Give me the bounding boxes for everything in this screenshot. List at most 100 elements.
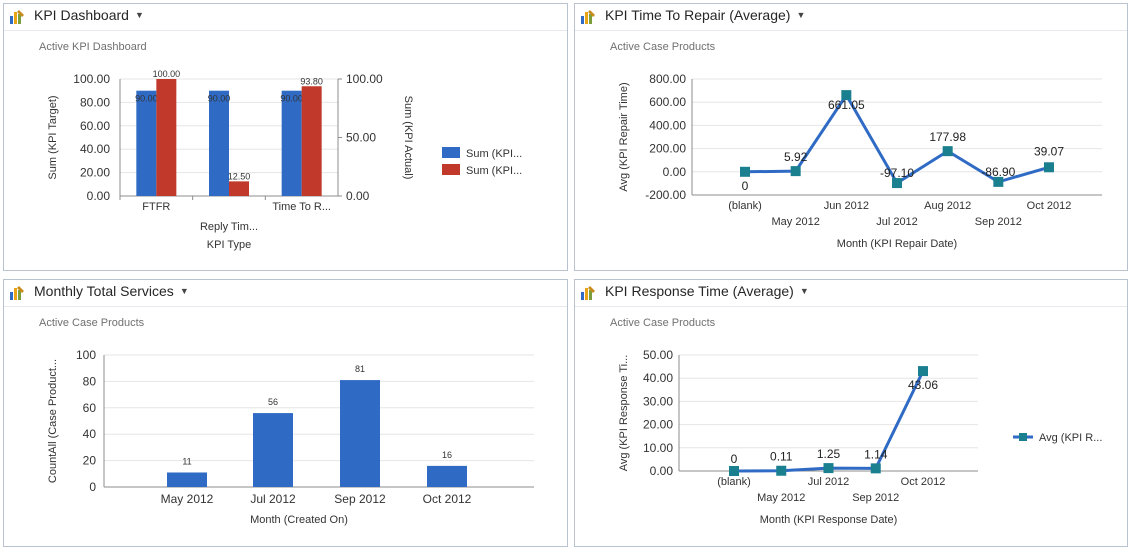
- x-tick-label: Jul 2012: [808, 476, 850, 488]
- bar: [253, 413, 293, 487]
- view-name: Active Case Products: [610, 41, 716, 53]
- panel-header: KPI Dashboard ▼: [4, 4, 567, 31]
- y-tick-label: 0: [89, 480, 96, 494]
- kpi-dashboard-panel: KPI Dashboard ▼ Active KPI Dashboard 100.…: [3, 3, 568, 271]
- bar-data-label: 16: [442, 450, 452, 460]
- chart-kpi-dashboard: 100.00 80.00 60.00 40.00 20.00 0.00 100.00 50.0…: [47, 69, 522, 251]
- legend-marker: [1019, 433, 1027, 441]
- y-axis-label: Sum (KPI Target): [47, 95, 59, 179]
- data-label: -86.90: [981, 165, 1015, 179]
- x-tick-label: Sep 2012: [975, 216, 1022, 228]
- y2-tick-label: 50.00: [346, 131, 376, 145]
- chart-monthly-total-services: 100 80 60 40 20 0 11 May 2012 56 Jul 2012 81 Sep 20…: [47, 348, 534, 526]
- legend-label: Sum (KPI...: [466, 148, 522, 160]
- x-axis-label: Month (KPI Repair Date): [837, 238, 957, 250]
- y-tick-label: 800.00: [649, 72, 686, 86]
- x-tick-label: (blank): [717, 476, 751, 488]
- chart-kpi-time-to-repair: 800.00 600.00 400.00 200.00 0.00 -200.00 0 (bla…: [618, 72, 1102, 250]
- chart-icon: [581, 10, 595, 24]
- kpi-time-to-repair-panel: KPI Time To Repair (Average) ▼ Active Cas…: [574, 3, 1128, 271]
- y-tick-label: 20.00: [80, 166, 110, 180]
- data-point: [892, 178, 902, 189]
- bar-data-label: 90.00: [208, 94, 231, 104]
- data-label: 0.11: [770, 450, 793, 464]
- legend-swatch: [442, 147, 460, 158]
- panel-title[interactable]: KPI Dashboard ▼: [34, 7, 144, 23]
- legend-swatch: [442, 164, 460, 175]
- x-tick-label: May 2012: [161, 492, 214, 506]
- chevron-down-icon[interactable]: ▼: [799, 286, 809, 296]
- y-tick-label: 10.00: [643, 441, 673, 455]
- y-tick-label: -200.00: [645, 188, 686, 202]
- data-point: [918, 366, 928, 377]
- x-tick-label: Jul 2012: [250, 492, 296, 506]
- x-tick-label: Reply Tim...: [200, 221, 258, 233]
- chevron-down-icon[interactable]: ▼: [134, 10, 144, 20]
- y2-axis-label: Sum (KPI Actual): [402, 96, 414, 180]
- bar-data-label: 11: [182, 456, 191, 466]
- x-tick-label: Sep 2012: [852, 492, 899, 504]
- x-axis-label: Month (KPI Response Date): [760, 514, 898, 526]
- y-axis-label: Avg (KPI Response Ti...: [618, 355, 630, 472]
- y-tick-label: 0.00: [650, 464, 674, 478]
- y-axis-label: CountAll (Case Product...: [47, 359, 59, 483]
- x-tick-label: Sep 2012: [334, 492, 386, 506]
- y-tick-label: 40.00: [80, 142, 110, 156]
- chevron-down-icon[interactable]: ▼: [179, 286, 189, 296]
- data-label: 1.14: [864, 447, 888, 461]
- y-tick-label: 80: [83, 374, 97, 388]
- data-point: [823, 463, 834, 474]
- panel-header: Monthly Total Services ▼: [4, 280, 567, 307]
- x-tick-label: Jun 2012: [824, 200, 869, 212]
- chart-icon: [10, 286, 24, 300]
- data-label: 43.06: [908, 378, 938, 392]
- x-tick-label: FTFR: [142, 201, 170, 213]
- x-tick-label: Oct 2012: [423, 492, 472, 506]
- data-label: 0: [731, 452, 738, 466]
- bar: [340, 380, 380, 487]
- y-tick-label: 0.00: [87, 189, 111, 203]
- y-tick-label: 0.00: [663, 165, 687, 179]
- bar-target: [136, 90, 157, 196]
- chevron-down-icon[interactable]: ▼: [796, 10, 806, 20]
- chart-icon: [581, 286, 595, 300]
- bar-data-label: 81: [355, 364, 365, 374]
- x-tick-label: May 2012: [772, 216, 820, 228]
- y2-tick-label: 0.00: [346, 189, 370, 203]
- legend-label: Avg (KPI R...: [1039, 432, 1102, 444]
- monthly-total-services-panel: Monthly Total Services ▼ Active Case Prod…: [3, 279, 568, 547]
- bar-data-label: 12.50: [228, 171, 251, 181]
- data-label: 5.92: [784, 150, 808, 164]
- y-axis-label: Avg (KPI Repair Time): [618, 82, 630, 191]
- view-name: Active KPI Dashboard: [39, 41, 147, 53]
- data-label: -97.10: [880, 166, 914, 180]
- data-label: 661.05: [828, 98, 865, 112]
- y-tick-label: 20.00: [643, 418, 673, 432]
- data-point: [776, 465, 787, 476]
- y-tick-label: 40: [83, 427, 97, 441]
- x-tick-label: Oct 2012: [901, 476, 946, 488]
- data-label: 39.07: [1034, 144, 1064, 158]
- y-tick-label: 30.00: [643, 394, 673, 408]
- y-tick-label: 400.00: [649, 118, 686, 132]
- x-axis-label: KPI Type: [207, 239, 251, 251]
- y-tick-label: 100: [76, 348, 96, 362]
- bar-target: [209, 90, 229, 196]
- x-tick-label: (blank): [728, 200, 762, 212]
- data-point: [729, 466, 739, 476]
- panel-title[interactable]: Monthly Total Services ▼: [34, 283, 189, 299]
- panel-header: KPI Response Time (Average) ▼: [575, 280, 1127, 307]
- chart-kpi-response-time: 50.00 40.00 30.00 20.00 10.00 0.00 0 (blank) 0.1…: [618, 348, 1102, 526]
- y-tick-label: 100.00: [73, 72, 110, 86]
- kpi-response-time-panel: KPI Response Time (Average) ▼ Active Case…: [574, 279, 1128, 547]
- panel-header: KPI Time To Repair (Average) ▼: [575, 4, 1127, 31]
- x-tick-label: Aug 2012: [924, 200, 971, 212]
- view-name: Active Case Products: [39, 317, 145, 329]
- panel-title[interactable]: KPI Time To Repair (Average) ▼: [605, 7, 806, 23]
- bar-actual: [301, 86, 322, 196]
- panel-title[interactable]: KPI Response Time (Average) ▼: [605, 283, 809, 299]
- data-point: [993, 176, 1004, 187]
- data-point: [790, 166, 801, 177]
- data-point: [1044, 162, 1054, 173]
- y-tick-label: 80.00: [80, 95, 110, 109]
